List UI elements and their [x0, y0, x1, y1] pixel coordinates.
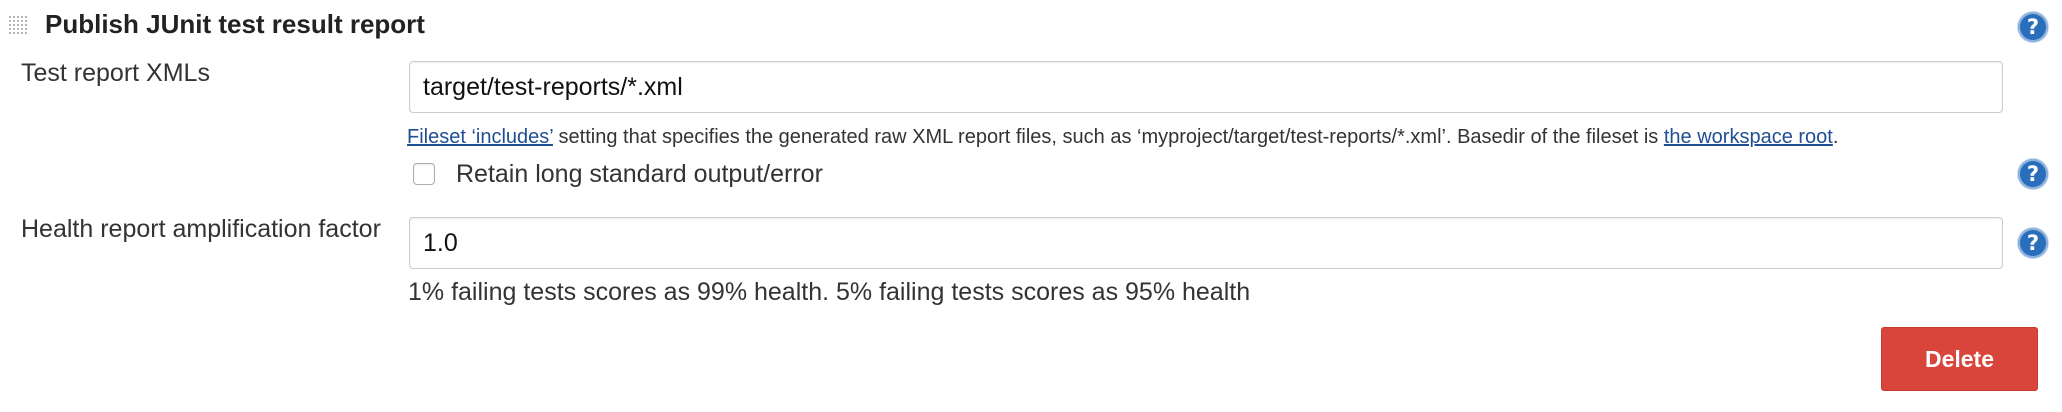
health-factor-label: Health report amplification factor — [21, 215, 381, 243]
drag-handle-icon[interactable] — [9, 16, 31, 38]
retain-output-label[interactable]: Retain long standard output/error — [456, 160, 823, 188]
test-report-xmls-input[interactable] — [409, 61, 2003, 113]
health-factor-input[interactable] — [409, 217, 2003, 269]
test-report-xmls-label: Test report XMLs — [21, 59, 210, 87]
fileset-includes-link[interactable]: Fileset ‘includes’ — [407, 126, 553, 148]
workspace-root-link[interactable]: the workspace root — [1663, 126, 1833, 148]
help-text-end: . — [1832, 126, 1839, 148]
health-factor-description: 1% failing tests scores as 99% health. 5… — [408, 278, 1251, 306]
delete-button[interactable]: Delete — [1881, 327, 2038, 391]
help-text-middle: setting that specifies the generated raw… — [553, 126, 1664, 148]
health-factor-help-icon[interactable]: ? — [2018, 228, 2048, 258]
test-report-xmls-help-text: Fileset ‘includes’ setting that specifie… — [407, 124, 1838, 150]
section-title: Publish JUnit test result report — [45, 9, 425, 39]
retain-output-checkbox[interactable] — [413, 163, 435, 185]
section-help-icon[interactable]: ? — [2018, 12, 2048, 42]
retain-output-help-icon[interactable]: ? — [2018, 159, 2048, 189]
